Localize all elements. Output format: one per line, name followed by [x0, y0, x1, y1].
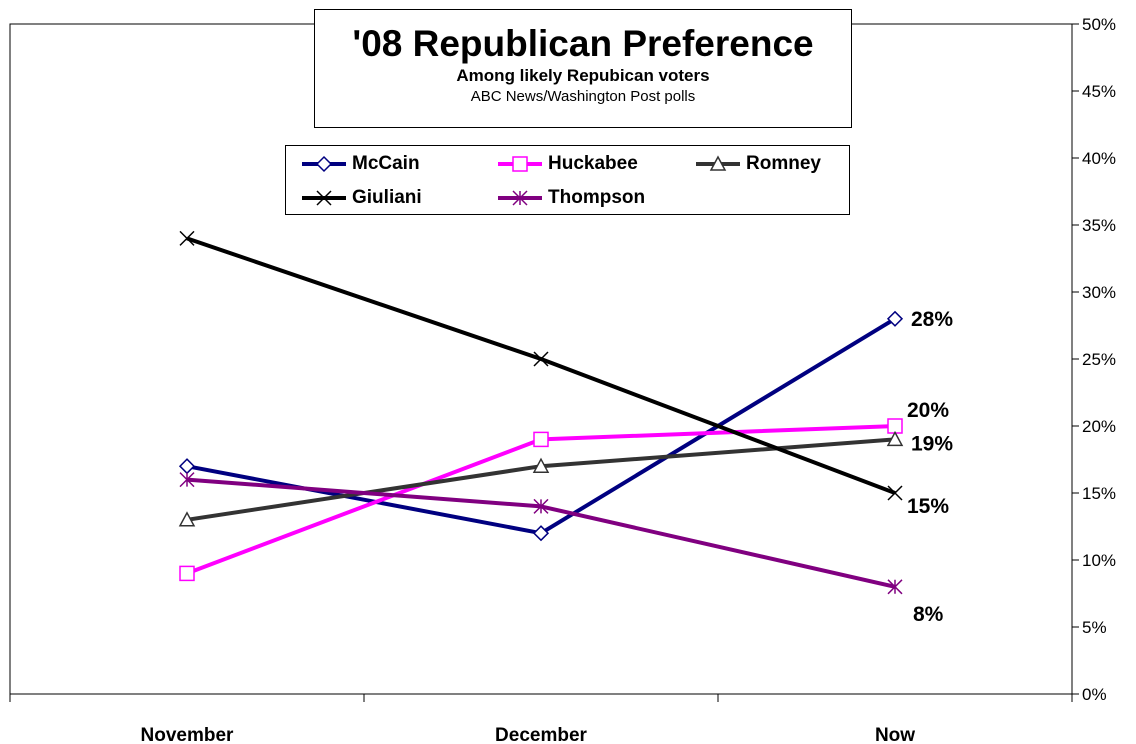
- data-label-thompson: 8%: [913, 603, 944, 626]
- y-tick-label: 40%: [1082, 149, 1116, 168]
- legend-item-giuliani: Giuliani: [300, 185, 422, 211]
- y-tick-label: 10%: [1082, 551, 1116, 570]
- legend-swatch-thompson: [496, 188, 544, 208]
- legend-label-thompson: Thompson: [548, 187, 645, 209]
- y-tick-label: 20%: [1082, 417, 1116, 436]
- y-tick-label: 5%: [1082, 618, 1107, 637]
- legend-item-huckabee: Huckabee: [496, 151, 638, 177]
- legend-item-romney: Romney: [694, 151, 821, 177]
- legend-swatch-mccain-icon: [300, 154, 348, 174]
- y-tick-label: 45%: [1082, 82, 1116, 101]
- data-label-mccain: 28%: [911, 308, 953, 331]
- legend-item-mccain: McCain: [300, 151, 420, 177]
- data-label-giuliani: 15%: [907, 495, 949, 518]
- y-tick-label: 30%: [1082, 283, 1116, 302]
- y-tick-label: 0%: [1082, 685, 1107, 704]
- legend-item-thompson: Thompson: [496, 185, 645, 211]
- y-tick-label: 25%: [1082, 350, 1116, 369]
- chart-title: '08 Republican Preference: [315, 23, 851, 65]
- legend-label-giuliani: Giuliani: [352, 187, 422, 209]
- legend-swatch-mccain: [300, 154, 348, 174]
- x-tick-label-december: December: [495, 725, 587, 744]
- legend-label-huckabee: Huckabee: [548, 153, 638, 175]
- data-point-huckabee: [180, 566, 194, 580]
- legend-swatch-romney-icon: [694, 154, 742, 174]
- legend-label-romney: Romney: [746, 153, 821, 175]
- legend-marker-huckabee: [513, 157, 527, 171]
- legend-swatch-giuliani: [300, 188, 348, 208]
- legend-label-mccain: McCain: [352, 153, 420, 175]
- chart-source: ABC News/Washington Post polls: [315, 87, 851, 107]
- legend-swatch-thompson-icon: [496, 188, 544, 208]
- legend-swatch-giuliani-icon: [300, 188, 348, 208]
- data-point-huckabee: [534, 432, 548, 446]
- legend-swatch-romney: [694, 154, 742, 174]
- legend-swatch-huckabee: [496, 154, 544, 174]
- y-tick-label: 35%: [1082, 216, 1116, 235]
- legend-marker-mccain: [317, 157, 331, 171]
- y-tick-label: 50%: [1082, 15, 1116, 34]
- chart-title-box: '08 Republican Preference Among likely R…: [314, 9, 852, 128]
- y-tick-label: 15%: [1082, 484, 1116, 503]
- data-label-huckabee: 20%: [907, 399, 949, 422]
- chart-legend: McCain Huckabee Romney Giuliani Thompson: [285, 145, 850, 215]
- x-tick-label-now: Now: [875, 725, 915, 744]
- chart-subtitle: Among likely Repubican voters: [315, 65, 851, 87]
- x-tick-label-november: November: [141, 725, 235, 744]
- data-label-romney: 19%: [911, 432, 953, 455]
- legend-swatch-huckabee-icon: [496, 154, 544, 174]
